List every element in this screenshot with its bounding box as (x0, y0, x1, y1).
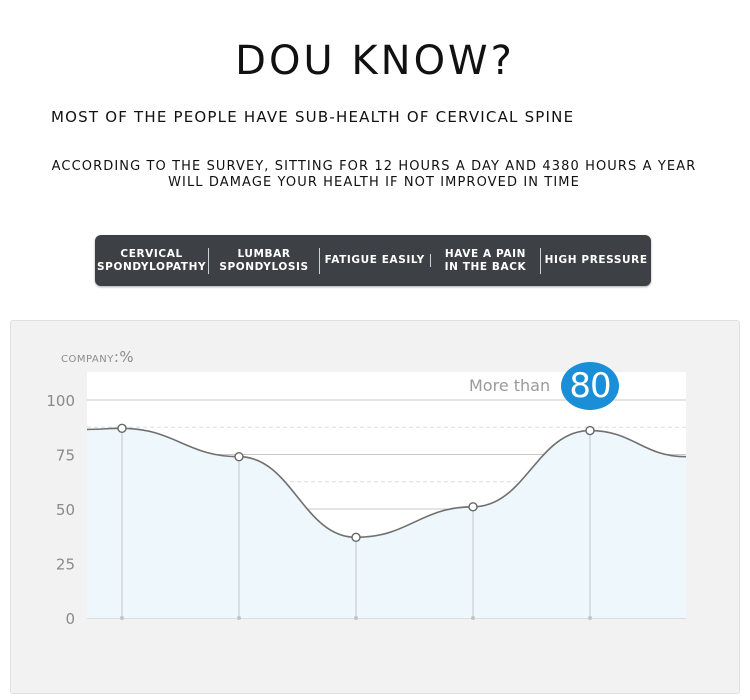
data-point (468, 502, 478, 512)
page-subtitle: MOST OF THE PEOPLE HAVE SUB-HEALTH OF CE… (51, 108, 575, 126)
annotation-text: More than (469, 376, 551, 395)
y-tick-label: 25 (56, 556, 75, 574)
area-fill (87, 428, 686, 618)
tag-fatigue-easily: FATIGUE EASILY (320, 254, 431, 267)
y-tick-label: 75 (56, 447, 75, 465)
tag-cervical-spondylopathy: CERVICAL SPONDYLOPATHY (95, 247, 210, 274)
survey-text: ACCORDING TO THE SURVEY, SITTING FOR 12 … (0, 159, 748, 191)
drop-base-dot (354, 616, 358, 620)
drop-base-dot (471, 616, 475, 620)
tag-high-pressure: HIGH PRESSURE (544, 254, 648, 266)
drop-base-dot (588, 616, 592, 620)
page-title: DOU KNOW? (235, 38, 515, 84)
survey-line-2: WILL DAMAGE YOUR HEALTH IF NOT IMPROVED … (168, 175, 580, 190)
data-point (351, 532, 361, 543)
unit-label: COMPANY:% (61, 348, 135, 366)
y-tick-label: 0 (65, 610, 75, 628)
tag-back-pain: HAVE A PAIN IN THE BACK (431, 247, 542, 274)
symptom-tag-bar: CERVICAL SPONDYLOPATHY LUMBAR SPONDYLOSI… (95, 235, 651, 286)
drop-base-dot (237, 616, 241, 620)
annotation-badge: 80 (561, 362, 619, 410)
data-point (585, 425, 595, 436)
y-tick-label: 100 (46, 392, 75, 410)
data-point (234, 451, 244, 462)
tag-lumbar-spondylosis: LUMBAR SPONDYLOSIS (209, 247, 320, 274)
drop-base-dot (120, 616, 124, 620)
data-point (117, 423, 127, 434)
y-tick-label: 50 (56, 501, 75, 519)
survey-line-1: ACCORDING TO THE SURVEY, SITTING FOR 12 … (51, 159, 697, 174)
